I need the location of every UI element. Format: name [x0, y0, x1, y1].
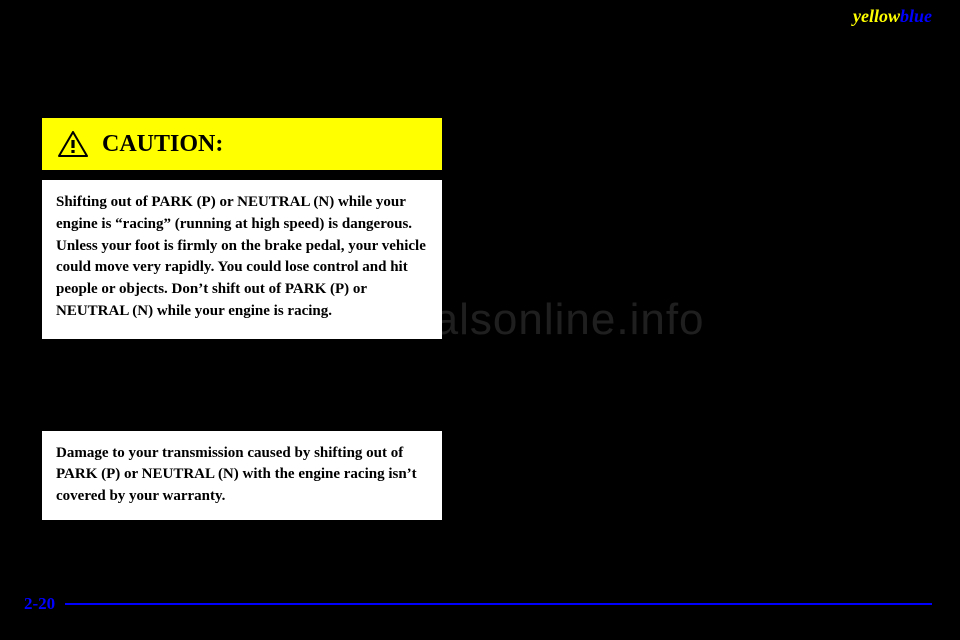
- page-footer: 2-20: [24, 594, 932, 614]
- header-brand: yellowblue: [853, 6, 932, 27]
- caution-bar: CAUTION:: [42, 118, 442, 170]
- header-blue-text: blue: [900, 6, 932, 26]
- caution-label: CAUTION:: [102, 131, 223, 158]
- caution-body-text: Shifting out of PARK (P) or NEUTRAL (N) …: [42, 180, 442, 339]
- notice-block: Damage to your transmission caused by sh…: [42, 431, 442, 520]
- content-column: CAUTION: Shifting out of PARK (P) or NEU…: [42, 118, 442, 520]
- header-yellow-text: yellow: [853, 6, 900, 26]
- notice-body-text: Damage to your transmission caused by sh…: [42, 431, 442, 520]
- page-number: 2-20: [24, 594, 55, 614]
- warning-triangle-icon: [58, 131, 88, 157]
- footer-rule: [65, 603, 932, 605]
